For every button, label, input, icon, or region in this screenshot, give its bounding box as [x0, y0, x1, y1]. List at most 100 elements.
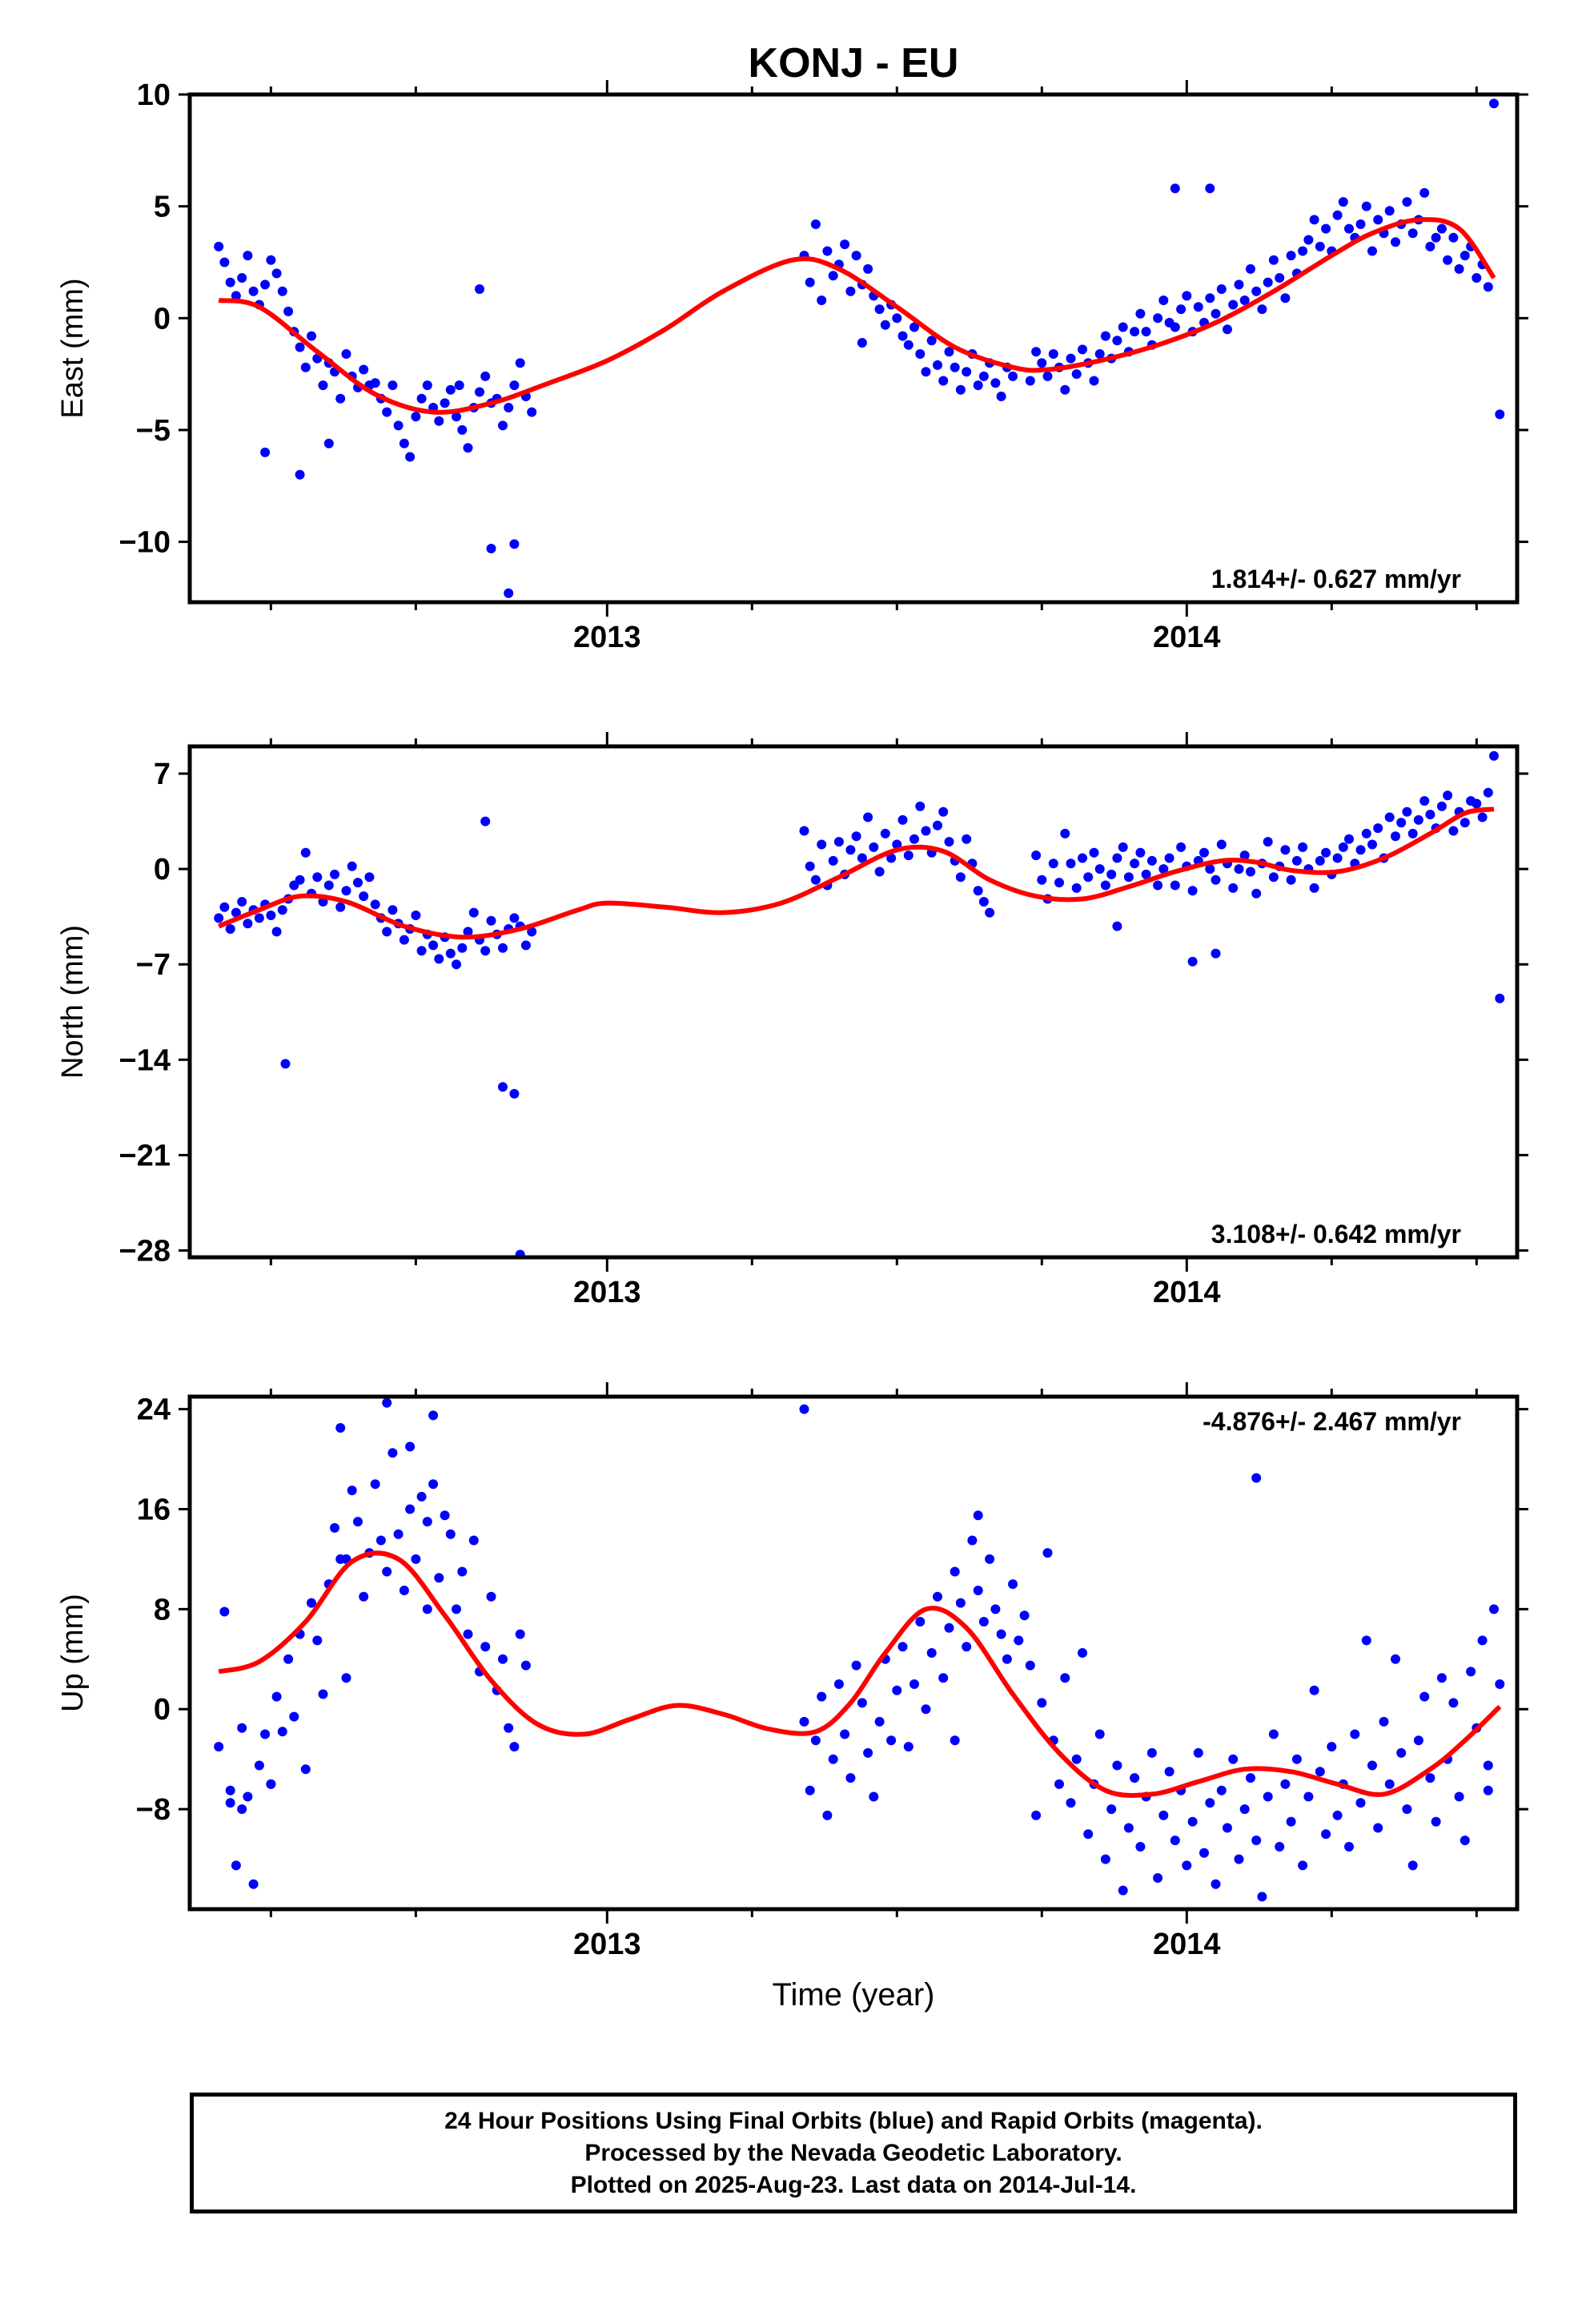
data-point — [405, 1441, 416, 1452]
rate-annotation: 1.814+/- 0.627 mm/yr — [1211, 565, 1461, 593]
data-point — [509, 539, 520, 549]
data-point — [1344, 1842, 1354, 1852]
data-point — [237, 897, 247, 907]
data-point — [863, 812, 873, 822]
data-point — [845, 286, 856, 296]
data-point — [1489, 1604, 1499, 1614]
data-point — [892, 1685, 902, 1695]
data-point — [359, 364, 369, 375]
data-point — [498, 1082, 508, 1092]
data-point — [486, 915, 496, 926]
data-point — [1286, 251, 1296, 261]
plot-frame — [187, 92, 1520, 605]
data-point — [1402, 806, 1412, 817]
data-point — [1031, 1810, 1042, 1820]
data-point — [341, 349, 351, 359]
data-point — [805, 861, 815, 871]
data-point — [869, 842, 879, 852]
rate-annotation: -4.876+/- 2.467 mm/yr — [1203, 1407, 1461, 1436]
data-point — [874, 866, 885, 877]
data-point — [909, 1679, 919, 1689]
data-point — [1309, 883, 1319, 893]
data-point — [1060, 828, 1070, 838]
data-point — [271, 1691, 282, 1702]
data-point — [219, 257, 230, 267]
y-tick-label: 0 — [154, 853, 171, 887]
data-point — [810, 219, 821, 229]
data-point — [457, 943, 468, 953]
data-point — [1146, 855, 1157, 866]
data-point — [1031, 347, 1042, 357]
data-point — [1211, 875, 1221, 885]
data-point — [416, 393, 427, 404]
data-point — [243, 919, 253, 929]
data-point — [828, 1754, 838, 1764]
data-point — [1373, 215, 1383, 225]
y-tick-label: 0 — [154, 1693, 171, 1727]
data-point — [266, 911, 276, 920]
data-point — [1361, 201, 1371, 211]
data-point — [411, 1554, 421, 1564]
data-point — [1078, 1648, 1087, 1658]
data-point — [254, 913, 264, 923]
data-point — [1246, 866, 1255, 877]
data-point — [454, 380, 464, 391]
x-tick-label: 2014 — [1153, 621, 1221, 654]
data-point — [1094, 864, 1105, 875]
data-point — [1407, 828, 1418, 838]
data-point — [312, 1635, 323, 1646]
data-point — [353, 1517, 363, 1527]
data-point — [1037, 358, 1047, 368]
data-point — [486, 1591, 496, 1602]
data-point — [1199, 1848, 1209, 1858]
data-point — [805, 1785, 815, 1795]
data-point — [909, 322, 919, 332]
data-point — [370, 899, 380, 910]
data-point — [1396, 1747, 1407, 1758]
data-point — [1483, 1785, 1493, 1795]
y-tick-label: 10 — [137, 78, 171, 112]
data-point — [996, 1629, 1006, 1639]
data-point — [950, 362, 960, 372]
data-point — [1419, 796, 1430, 806]
data-point — [1315, 1767, 1325, 1777]
data-point — [1054, 878, 1064, 888]
data-point — [1187, 956, 1198, 967]
data-point — [364, 872, 375, 883]
data-point — [480, 371, 491, 381]
data-point — [1176, 842, 1186, 852]
x-tick-label: 2014 — [1153, 1276, 1221, 1309]
data-point — [1187, 886, 1198, 896]
data-point — [1436, 1673, 1447, 1683]
y-tick-label: 7 — [154, 758, 171, 791]
data-point — [950, 1566, 960, 1577]
data-point — [817, 1691, 827, 1702]
data-point — [280, 1059, 291, 1069]
data-point — [452, 959, 461, 970]
data-point — [1037, 875, 1047, 885]
data-point — [416, 946, 427, 956]
y-tick-label: 8 — [154, 1593, 171, 1626]
data-point — [440, 1510, 450, 1521]
data-point — [996, 392, 1006, 401]
data-point — [840, 1729, 850, 1739]
data-point — [347, 861, 357, 871]
data-point — [978, 897, 989, 907]
y-axis-label: North (mm) — [56, 925, 90, 1079]
data-point — [335, 393, 346, 404]
data-point — [243, 1791, 253, 1802]
data-point — [851, 831, 861, 842]
x-tick-label: 2013 — [573, 1928, 641, 1961]
data-point — [874, 1716, 885, 1727]
data-point — [225, 277, 235, 287]
data-point — [1182, 1860, 1192, 1871]
data-point — [822, 1810, 833, 1820]
data-point — [1031, 850, 1042, 861]
data-point — [1234, 279, 1244, 290]
data-point — [903, 340, 913, 350]
data-point — [1391, 237, 1400, 247]
data-point — [1008, 371, 1018, 381]
data-point — [828, 271, 838, 281]
data-point — [1472, 798, 1482, 809]
data-point — [1402, 197, 1412, 207]
